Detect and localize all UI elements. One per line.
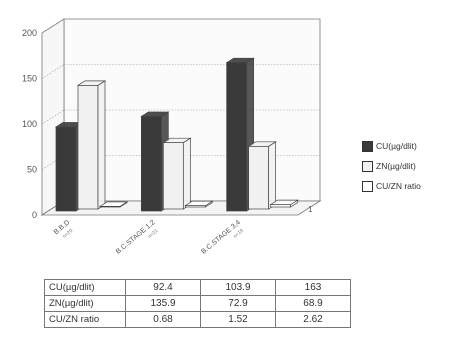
y-axis-ticks: 0 50 100 150 200 [22, 28, 37, 220]
table-cell: 163 [275, 279, 351, 296]
legend-swatch-cu [362, 140, 373, 152]
legend-label-ratio: CU/ZN ratio [376, 181, 421, 191]
y-tick-label: 50 [27, 165, 37, 175]
x-tick-label: B.C.STAGE 3,4n=19 [200, 219, 245, 256]
legend-item-cu: CU(µg/dlit) [362, 136, 460, 156]
depth-axis-tick: 1 [308, 205, 313, 214]
bar-cu [140, 111, 170, 212]
x-tick-label-sub: n=20 [62, 228, 75, 240]
table-row-label: CU/ZN ratio [44, 311, 126, 328]
bar-ratio [98, 201, 129, 208]
bar-ratio-top [184, 200, 214, 206]
bar-zn [76, 80, 107, 210]
y-tick-label: 150 [22, 74, 37, 84]
x-tick-label: B.B.Dn=20 [53, 219, 75, 240]
table-row: ZN(µg/dlit) 135.9 72.9 68.9 [44, 295, 351, 312]
bar-cu-top [225, 57, 255, 64]
bar-zn-side [268, 141, 277, 210]
table-row-label: ZN(µg/dlit) [44, 295, 126, 312]
x-tick-label-sub: n=21 [147, 228, 160, 240]
y-tick-label: 0 [32, 210, 37, 220]
bar-zn [247, 141, 277, 210]
table-row-label: CU(µg/dlit) [44, 279, 126, 296]
bar-zn [162, 137, 192, 210]
bar-zn-front [162, 142, 184, 210]
gridline [41, 109, 65, 125]
bar-ratio [184, 200, 214, 208]
bar-cu-front [140, 116, 162, 212]
bar-zn-side [182, 137, 191, 210]
legend-swatch-zn [362, 160, 373, 172]
table-cell: 135.9 [125, 295, 201, 312]
bar-zn-side [97, 80, 106, 210]
bar-zn-front [248, 145, 270, 210]
table-cell: 1.52 [200, 311, 276, 328]
bar-cu-front [55, 126, 77, 212]
x-tick-label-sub: n=19 [232, 228, 245, 240]
x-axis-labels: B.B.Dn=20 B.C.STAGE 1,2n=21 B.C.STAGE 3,4n… [53, 219, 245, 256]
table-cell: 68.9 [275, 295, 351, 312]
bar-cu-front [226, 62, 248, 212]
y-tick-label: 100 [22, 119, 37, 129]
gridline [41, 64, 65, 79]
bar-zn-front [77, 84, 99, 210]
legend-swatch-ratio [362, 180, 373, 192]
gridline [41, 18, 65, 34]
table-row: CU(µg/dlit) 92.4 103.9 163 [44, 279, 351, 296]
bar-zn-top [247, 141, 277, 147]
legend-item-ratio: CU/ZN ratio [362, 176, 460, 196]
chart-bars [54, 57, 299, 212]
bar-zn-top [76, 80, 107, 86]
table-cell: 103.9 [200, 279, 276, 296]
table-cell: 92.4 [125, 279, 201, 296]
y-tick-label: 200 [22, 28, 37, 38]
table-cell: 72.9 [200, 295, 276, 312]
bar-ratio-front [270, 204, 292, 208]
chart-legend: CU(µg/dlit) ZN(µg/dlit) CU/ZN ratio [362, 136, 460, 196]
table-cell: 0.68 [125, 311, 201, 328]
table-row: CU/ZN ratio 0.68 1.52 2.62 [44, 311, 351, 328]
table-cell: 2.62 [275, 311, 351, 328]
bar-cu-top [140, 111, 170, 117]
chart-gridlines [41, 18, 320, 170]
bar-ratio-top [269, 199, 299, 205]
legend-item-zn: ZN(µg/dlit) [362, 156, 460, 176]
bar-ratio-top [98, 201, 129, 207]
bar-ratio [269, 199, 299, 208]
bar-zn-top [162, 137, 192, 144]
data-table: CU(µg/dlit) 92.4 103.9 163 ZN(µg/dlit) 1… [44, 279, 351, 328]
legend-label-cu: CU(µg/dlit) [376, 141, 417, 151]
x-tick-label: B.C.STAGE 1,2n=21 [115, 219, 160, 256]
legend-label-zn: ZN(µg/dlit) [376, 161, 416, 171]
